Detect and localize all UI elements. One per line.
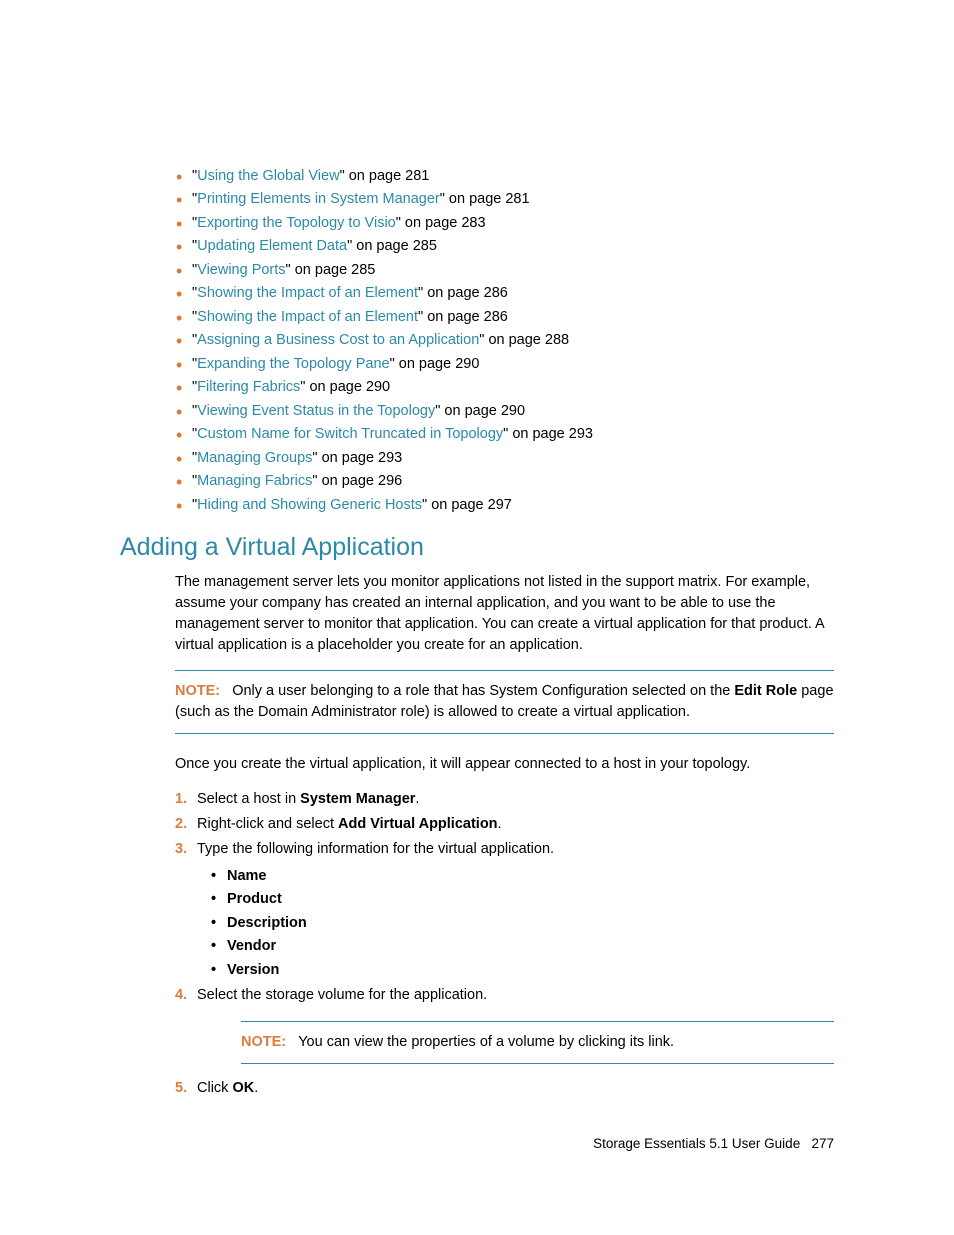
toc-link[interactable]: Expanding the Topology Pane (197, 356, 389, 372)
toc-item: "Showing the Impact of an Element" on pa… (192, 282, 834, 305)
toc-item: "Filtering Fabrics" on page 290 (192, 376, 834, 399)
step-bold: System Manager (300, 791, 415, 807)
intro-paragraph: The management server lets you monitor a… (120, 572, 834, 656)
note-label: NOTE: (241, 1034, 286, 1050)
toc-link[interactable]: Exporting the Topology to Visio (197, 215, 396, 231)
step-bold: Add Virtual Application (338, 816, 498, 832)
toc-link[interactable]: Showing the Impact of an Element (197, 285, 418, 301)
toc-item: "Printing Elements in System Manager" on… (192, 188, 834, 211)
toc-link[interactable]: Filtering Fabrics (197, 379, 300, 395)
note-bold: Edit Role (734, 683, 797, 699)
toc-item: "Viewing Ports" on page 285 (192, 259, 834, 282)
step-bold: OK (232, 1080, 254, 1096)
page-content: "Using the Global View" on page 281"Prin… (0, 0, 954, 1151)
note-box-1: NOTE: Only a user belonging to a role th… (175, 670, 834, 734)
step-text: . (498, 816, 502, 832)
toc-link[interactable]: Showing the Impact of an Element (197, 309, 418, 325)
fields-list: NameProductDescriptionVendorVersion (197, 865, 834, 982)
field-item: Vendor (227, 935, 834, 958)
footer-page: 277 (811, 1136, 834, 1151)
toc-item: "Viewing Event Status in the Topology" o… (192, 400, 834, 423)
toc-link[interactable]: Managing Fabrics (197, 473, 312, 489)
field-item: Product (227, 888, 834, 911)
toc-item: "Updating Element Data" on page 285 (192, 235, 834, 258)
step-text: . (254, 1080, 258, 1096)
toc-list: "Using the Global View" on page 281"Prin… (120, 165, 834, 517)
step-2: Right-click and select Add Virtual Appli… (175, 814, 834, 836)
step-5: Click OK. (175, 1078, 834, 1100)
field-item: Version (227, 959, 834, 982)
step-text: Select a host in (197, 791, 300, 807)
toc-item: "Managing Fabrics" on page 296 (192, 470, 834, 493)
toc-item: "Hiding and Showing Generic Hosts" on pa… (192, 494, 834, 517)
toc-item: "Custom Name for Switch Truncated in Top… (192, 423, 834, 446)
toc-link[interactable]: Updating Element Data (197, 238, 347, 254)
toc-link[interactable]: Using the Global View (197, 168, 339, 184)
note-box-2: NOTE: You can view the properties of a v… (241, 1021, 834, 1064)
after-note-paragraph: Once you create the virtual application,… (120, 754, 834, 775)
toc-link[interactable]: Printing Elements in System Manager (197, 191, 440, 207)
note-text-pre: Only a user belonging to a role that has… (232, 683, 734, 699)
steps-list: Select a host in System Manager. Right-c… (120, 789, 834, 1099)
step-4: Select the storage volume for the applic… (175, 985, 834, 1064)
toc-item: "Using the Global View" on page 281 (192, 165, 834, 188)
note-text: You can view the properties of a volume … (298, 1034, 674, 1050)
step-text: Right-click and select (197, 816, 338, 832)
page-footer: Storage Essentials 5.1 User Guide 277 (120, 1136, 834, 1151)
toc-item: "Exporting the Topology to Visio" on pag… (192, 212, 834, 235)
field-item: Name (227, 865, 834, 888)
step-text: Click (197, 1080, 232, 1096)
toc-link[interactable]: Assigning a Business Cost to an Applicat… (197, 332, 479, 348)
toc-link[interactable]: Custom Name for Switch Truncated in Topo… (197, 426, 503, 442)
toc-link[interactable]: Hiding and Showing Generic Hosts (197, 497, 422, 513)
step-1: Select a host in System Manager. (175, 789, 834, 811)
note-label: NOTE: (175, 683, 220, 699)
field-item: Description (227, 912, 834, 935)
toc-item: "Managing Groups" on page 293 (192, 447, 834, 470)
toc-item: "Expanding the Topology Pane" on page 29… (192, 353, 834, 376)
toc-link[interactable]: Viewing Event Status in the Topology (197, 403, 435, 419)
step-text: . (415, 791, 419, 807)
step-3: Type the following information for the v… (175, 839, 834, 982)
toc-link[interactable]: Viewing Ports (197, 262, 285, 278)
footer-title: Storage Essentials 5.1 User Guide (593, 1136, 800, 1151)
step-text: Type the following information for the v… (197, 841, 554, 857)
toc-link[interactable]: Managing Groups (197, 450, 312, 466)
toc-item: "Assigning a Business Cost to an Applica… (192, 329, 834, 352)
toc-item: "Showing the Impact of an Element" on pa… (192, 306, 834, 329)
step-text: Select the storage volume for the applic… (197, 987, 487, 1003)
section-heading: Adding a Virtual Application (120, 533, 834, 562)
